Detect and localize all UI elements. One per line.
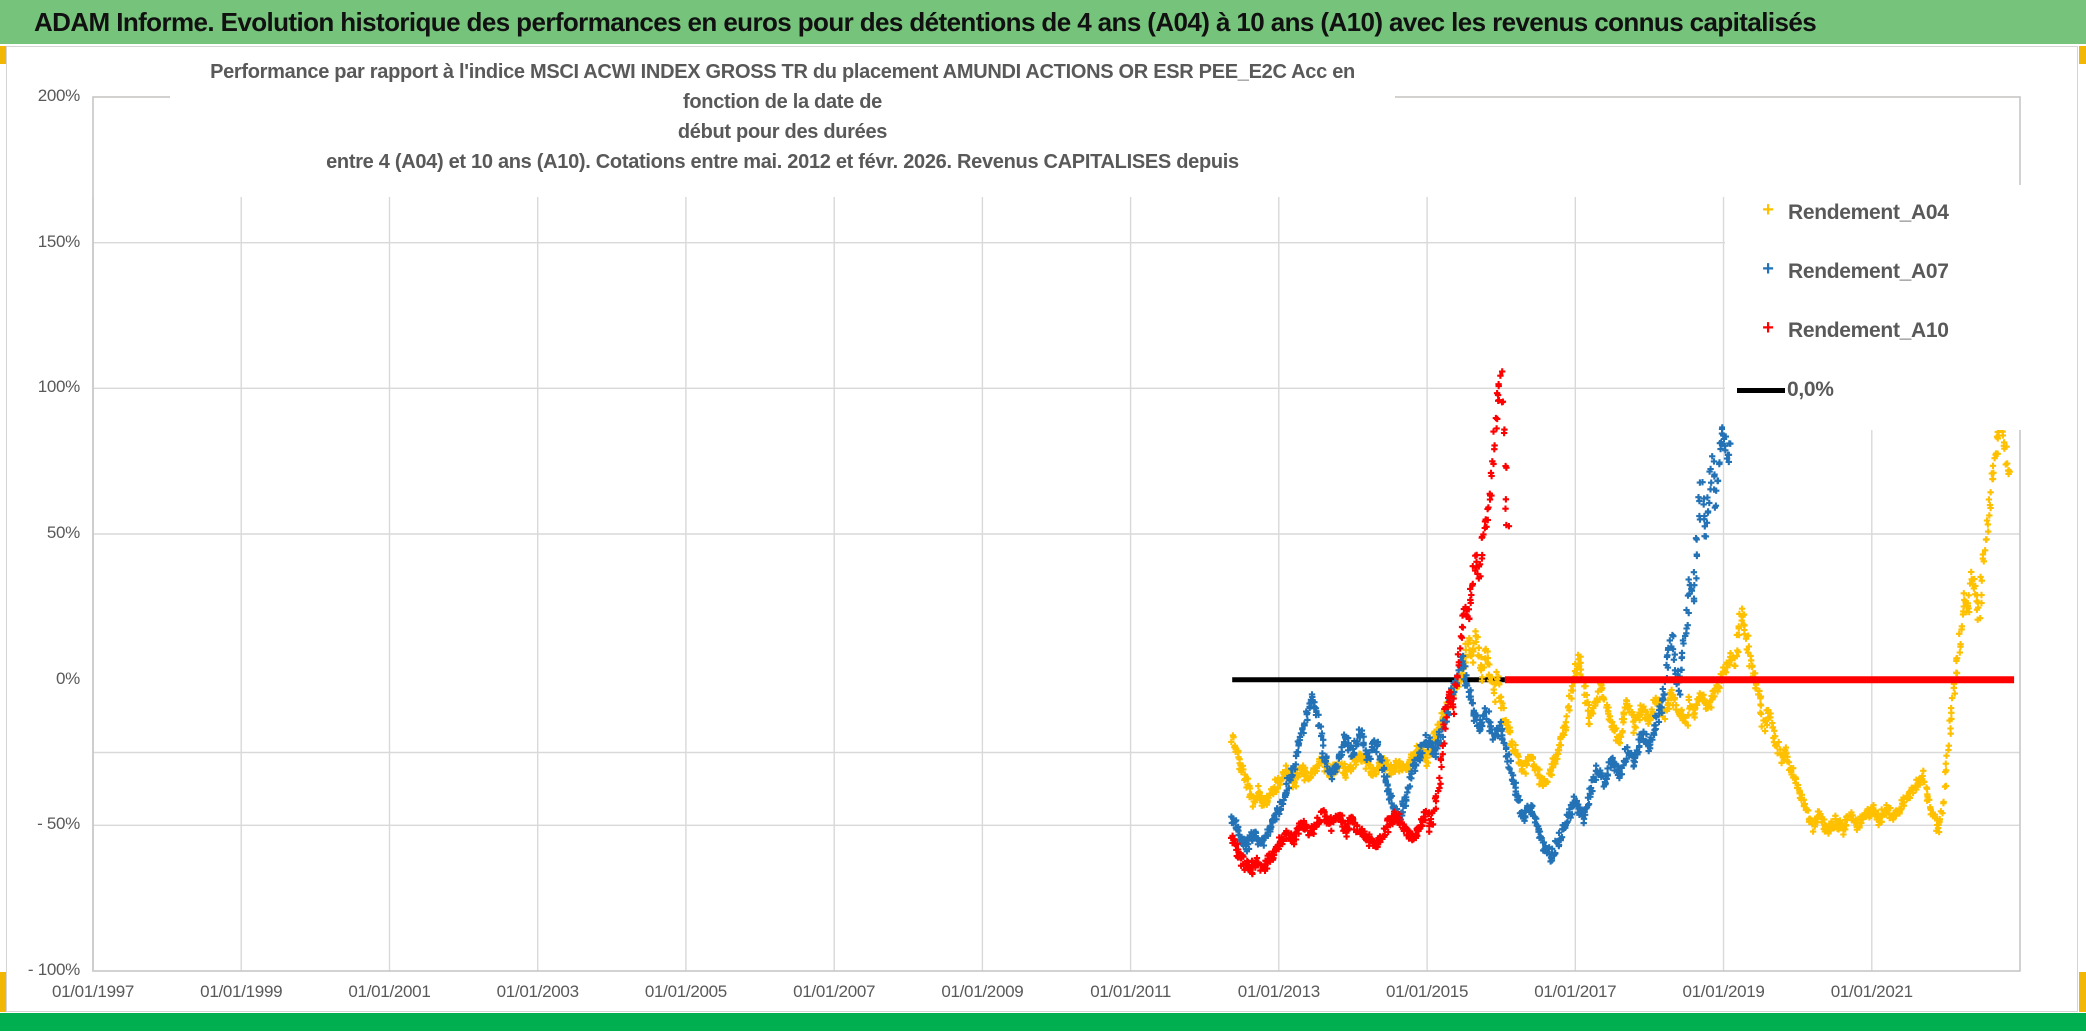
chart-title: Performance par rapport à l'indice MSCI … [170, 57, 1395, 177]
scatter-rendement_a10 [1228, 368, 1513, 878]
legend: + Rendement_A04 + Rendement_A07 + Rendement_A… [1725, 185, 2070, 430]
legend-item-0-0-: 0,0% [1725, 376, 2070, 410]
gold-accent-top-left [0, 46, 7, 64]
x-tick-label: 01/01/2005 [644, 982, 727, 1001]
x-tick-label: 01/01/2013 [1237, 982, 1320, 1001]
banner-title: ADAM Informe. Evolution historique des p… [0, 0, 2086, 44]
x-tick-label: 01/01/1997 [51, 982, 135, 1001]
legend-item-rendement-a07: + Rendement_A07 [1725, 258, 2070, 292]
x-tick-label: 01/01/2017 [1534, 982, 1617, 1001]
x-tick-label: 01/01/2015 [1386, 982, 1469, 1001]
x-tick-label: 01/01/2009 [941, 982, 1024, 1001]
x-tick-label: 01/01/2007 [793, 982, 876, 1001]
legend-label: 0,0% [1787, 378, 1834, 401]
legend-item-rendement-a04: + Rendement_A04 [1725, 199, 2070, 233]
legend-label: Rendement_A07 [1788, 260, 1949, 283]
x-tick-label: 01/01/2019 [1682, 982, 1765, 1001]
plus-marker-icon: + [1762, 199, 1774, 221]
y-tick-label: 50% [46, 523, 80, 542]
x-tick-label: 01/01/2003 [496, 982, 579, 1001]
scatter-rendement_a07 [1228, 424, 1734, 865]
zero-line-swatch [1737, 388, 1785, 393]
y-tick-label: 150% [37, 231, 81, 251]
scatter-rendement_a04 [1228, 421, 2013, 838]
legend-label: Rendement_A10 [1788, 319, 1949, 342]
legend-label: Rendement_A04 [1788, 201, 1949, 224]
y-tick-label: 100% [37, 377, 81, 397]
bottom-green-bar [0, 1013, 2086, 1031]
gold-accent-top-right [2079, 46, 2086, 64]
y-tick-label: 0% [56, 668, 80, 688]
chart-title-line3: entre 4 (A04) et 10 ans (A10). Cotations… [326, 151, 1239, 173]
x-tick-label: 01/01/2001 [348, 982, 431, 1001]
plus-marker-icon: + [1762, 317, 1774, 339]
x-tick-label: 01/01/2021 [1830, 982, 1913, 1001]
y-tick-label: 200% [37, 86, 81, 105]
chart-title-line1: Performance par rapport à l'indice MSCI … [210, 61, 1355, 113]
x-tick-label: 01/01/2011 [1090, 982, 1172, 1001]
y-tick-label: - 50% [37, 814, 80, 834]
plus-marker-icon: + [1762, 258, 1774, 280]
y-tick-label: - 100% [27, 960, 80, 979]
gold-accent-bottom-left [0, 972, 7, 1012]
gold-accent-bottom-right [2079, 972, 2086, 1012]
x-tick-label: 01/01/1999 [200, 982, 283, 1001]
chart-title-line2: début pour des durées [677, 121, 888, 143]
legend-item-rendement-a10: + Rendement_A10 [1725, 317, 2070, 351]
